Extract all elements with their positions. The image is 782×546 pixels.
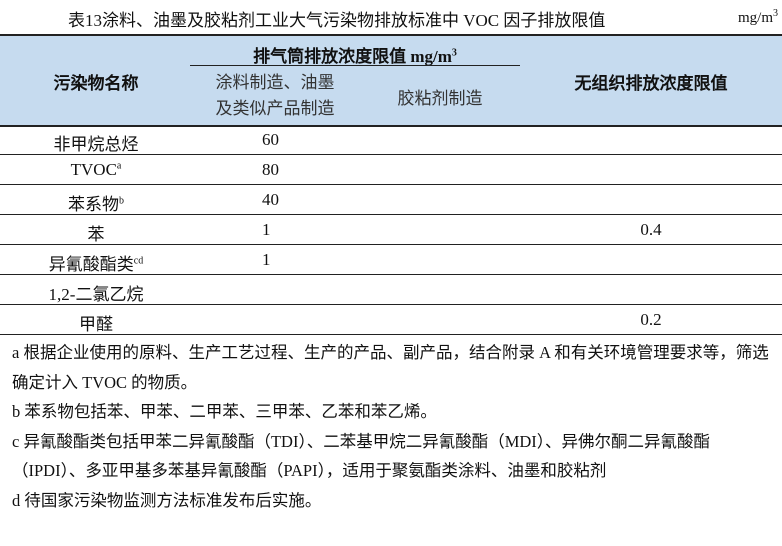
pollutant-name-text: TVOC [70, 160, 117, 179]
unit-label: mg/m3 [738, 8, 778, 27]
pollutant-footnote-mark: b [119, 195, 124, 207]
table-row: 苯 1 0.4 [0, 215, 782, 245]
table-row: 甲醛 0.2 [0, 305, 782, 335]
table-row: 1,2-二氯乙烷 [0, 275, 782, 305]
header-adhesive: 胶粘剂制造 [397, 89, 483, 108]
table-row: TVOCa 80 [0, 155, 782, 185]
footnote-a: a 根据企业使用的原料、生产工艺过程、生产的产品、副产品，结合附录 A 和有关环… [12, 343, 769, 392]
table-header: 污染物名称 排气筒排放浓度限值 mg/m3 涂料制造、油墨 及类似产品制造 胶粘剂… [0, 34, 782, 127]
pollutant-name: TVOCa [0, 160, 192, 180]
coating-limit: 60 [262, 130, 279, 149]
table-row: 苯系物b 40 [0, 185, 782, 215]
pollutant-name: 苯 [0, 220, 192, 245]
fugitive-limit: 0.4 [640, 220, 662, 239]
header-coating-line1: 涂料制造、油墨 [215, 73, 335, 92]
pollutant-name-text: 苯系物 [68, 195, 119, 214]
unit-exp: 3 [773, 8, 778, 19]
coating-limit: 1 [262, 220, 271, 239]
pollutant-name-text: 苯 [87, 225, 105, 244]
table-body: 非甲烷总烃 60 TVOCa 80 苯系物b 40 苯 1 0.4 异氰酸酯类cd 1 1,2-二氯乙… [0, 125, 782, 335]
table-row: 异氰酸酯类cd 1 [0, 245, 782, 275]
pollutant-name: 甲醛 [0, 310, 192, 335]
pollutant-name: 非甲烷总烃 [0, 130, 192, 155]
header-stack-limit: 排气筒排放浓度限值 mg/m3 [190, 42, 520, 67]
fugitive-limit: 0.2 [640, 310, 662, 329]
pollutant-footnote-mark: cd [133, 255, 144, 267]
coating-limit: 80 [262, 160, 279, 179]
footnote-b: b 苯系物包括苯、甲苯、二甲苯、三甲苯、乙苯和苯乙烯。 [12, 402, 437, 421]
coating-limit: 40 [262, 190, 279, 209]
footnotes: a 根据企业使用的原料、生产工艺过程、生产的产品、副产品，结合附录 A 和有关环… [12, 338, 772, 515]
pollutant-name-text: 异氰酸酯类 [48, 255, 134, 274]
pollutant-name-text: 非甲烷总烃 [53, 135, 139, 154]
header-fugitive-limit: 无组织排放浓度限值 [574, 74, 728, 93]
pollutant-name: 异氰酸酯类cd [0, 250, 192, 275]
pollutant-name-text: 1,2-二氯乙烷 [48, 285, 144, 304]
header-coating-ink: 涂料制造、油墨 及类似产品制造 [200, 70, 350, 122]
header-divider [190, 65, 520, 66]
footnote-d: d 待国家污染物监测方法标准发布后实施。 [12, 490, 322, 510]
pollutant-footnote-mark: a [116, 160, 122, 172]
header-coating-line2: 及类似产品制造 [215, 99, 335, 118]
footnote-c: c 异氰酸酯类包括甲苯二异氰酸酯（TDI）、二苯基甲烷二异氰酸酯（MDI）、异佛… [12, 431, 711, 481]
pollutant-name: 苯系物b [0, 190, 192, 215]
header-stack-exp: 3 [451, 47, 457, 59]
table-title: 表13涂料、油墨及胶粘剂工业大气污染物排放标准中 VOC 因子排放限值 [68, 11, 606, 30]
pollutant-name-text: 甲醛 [79, 315, 113, 334]
pollutant-name: 1,2-二氯乙烷 [0, 280, 192, 305]
header-pollutant-name: 污染物名称 [53, 74, 139, 93]
unit-base: mg/m [737, 10, 773, 26]
table-row: 非甲烷总烃 60 [0, 125, 782, 155]
header-stack-text: 排气筒排放浓度限值 mg/m [253, 47, 452, 66]
coating-limit: 1 [262, 250, 271, 269]
